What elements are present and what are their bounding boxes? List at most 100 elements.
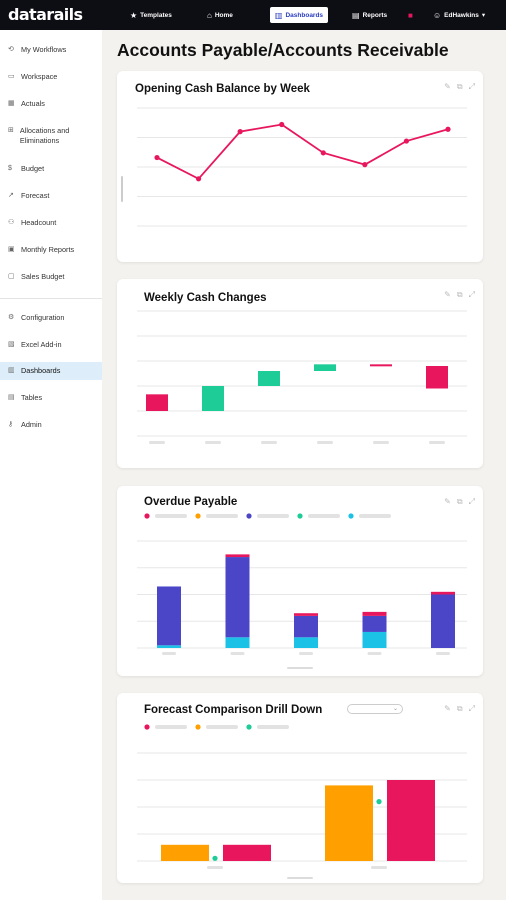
legend-label-placeholder (257, 514, 289, 518)
data-point (195, 176, 202, 182)
nav-reports[interactable]: ▤ Reports (352, 10, 388, 20)
legend-marker (144, 513, 150, 519)
sidebar-item-monthly-reports[interactable]: ▣ Monthly Reports (8, 245, 75, 254)
edit-icon[interactable]: ✎ (444, 82, 451, 91)
sidebar-item-sales-budget[interactable]: ▢ Sales Budget (8, 272, 65, 281)
stacked-bar-chart (137, 513, 467, 669)
stacked-bar-segment (225, 557, 250, 638)
bar-chart-icon: ▥ (274, 10, 283, 20)
copy-icon[interactable]: ⧉ (456, 497, 463, 506)
data-point (154, 154, 160, 161)
sidebar-item-actuals[interactable]: ▦ Actuals (8, 99, 45, 108)
stacked-bar-segment (157, 586, 181, 646)
chart-card-opening-cash: Opening Cash Balance by Week ✎ ⧉ ⤢ (117, 71, 483, 262)
bar (325, 785, 373, 861)
edit-icon[interactable]: ✎ (444, 290, 451, 299)
page-title: Accounts Payable/Accounts Receivable (117, 40, 449, 60)
edit-icon[interactable]: ✎ (444, 704, 451, 713)
x-tick-placeholder (162, 652, 176, 655)
x-tick-placeholder (205, 441, 221, 444)
nav-home[interactable]: ⌂ Home (207, 10, 233, 20)
stacked-bar-segment (294, 637, 318, 648)
copy-icon[interactable]: ⧉ (456, 704, 463, 713)
stacked-bar-segment (431, 594, 455, 648)
legend-label-placeholder (308, 514, 340, 518)
sidebar-item-forecast[interactable]: ↗ Forecast (8, 191, 50, 200)
data-point (445, 126, 451, 132)
x-tick-placeholder (261, 441, 277, 444)
user-menu[interactable]: ☺ EdHawkins ▾ (433, 10, 486, 20)
grouped-bar-chart (137, 724, 467, 879)
legend-marker (195, 724, 201, 730)
expand-icon[interactable]: ⤢ (468, 704, 475, 713)
copy-icon[interactable]: ⧉ (456, 82, 463, 91)
legend-label-placeholder (206, 514, 238, 518)
x-tick-placeholder (299, 652, 313, 655)
sidebar-item-headcount[interactable]: ⚇ Headcount (8, 218, 57, 227)
waterfall-bar (314, 364, 336, 371)
workflow-icon: ⟲ (8, 46, 14, 53)
sidebar-item-admin[interactable]: ⚷ Admin (8, 420, 42, 429)
star-icon: ★ (130, 10, 138, 20)
data-point (320, 150, 326, 156)
expand-icon[interactable]: ⤢ (468, 497, 475, 506)
edit-icon[interactable]: ✎ (444, 497, 451, 506)
calendar-icon: ▣ (8, 246, 15, 253)
sidebar-item-configuration[interactable]: ⚙ Configuration (8, 313, 65, 322)
legend-label-placeholder (155, 514, 187, 518)
chart-card-overdue-payable: Overdue Payable ✎ ⧉ ⤢ (117, 486, 483, 676)
stacked-bar-segment (294, 615, 318, 638)
sidebar-item-tables[interactable]: ▤ Tables (8, 393, 43, 402)
table-icon: ▤ (8, 394, 15, 401)
chevron-down-icon: ▾ (481, 12, 486, 19)
chart-title: Forecast Comparison Drill Down (144, 704, 323, 716)
budget-icon: $ (8, 165, 12, 172)
expand-icon[interactable]: ⤢ (468, 290, 475, 299)
sidebar-item-workspace[interactable]: ▭ Workspace (8, 72, 58, 81)
x-tick-placeholder (373, 441, 389, 444)
x-tick-placeholder (207, 866, 223, 869)
sidebar-item-excel-addin[interactable]: ▧ Excel Add-in (8, 340, 62, 349)
expand-icon[interactable]: ⤢ (468, 82, 475, 91)
sidebar-item-dashboards[interactable]: ▥ Dashboards (0, 362, 102, 380)
sidebar-item-budget[interactable]: $ Budget (8, 164, 45, 173)
waterfall-bar (370, 364, 392, 367)
legend-label-placeholder (257, 725, 289, 729)
stacked-bar-segment (362, 615, 387, 632)
copy-icon[interactable]: ⧉ (456, 290, 463, 299)
scrollbar-placeholder (287, 667, 313, 669)
sidebar: ⟲ My Workflows ▭ Workspace ▦ Actuals ⊞ Alloc… (0, 30, 102, 900)
sidebar-item-allocations[interactable]: ⊞ Allocations and Eliminations (8, 126, 70, 145)
series-line (156, 123, 449, 180)
chart-title: Weekly Cash Changes (144, 292, 267, 304)
nav-dashboards[interactable]: ▥ Dashboards (270, 7, 328, 23)
legend-marker (195, 513, 201, 519)
bar (223, 844, 271, 861)
logo[interactable]: datarails (8, 5, 83, 24)
people-icon: ⚇ (8, 219, 15, 226)
gear-icon: ⚙ (8, 314, 15, 321)
data-point (403, 138, 410, 144)
scrollbar-placeholder (287, 877, 313, 879)
x-tick-placeholder (436, 652, 450, 655)
user-icon: ☺ (433, 10, 442, 20)
data-point (279, 121, 285, 128)
waterfall-bar (146, 394, 168, 411)
drilldown-select[interactable]: ⌄ (347, 704, 403, 714)
forecast-icon: ↗ (8, 192, 14, 199)
sidebar-item-my-workflows[interactable]: ⟲ My Workflows (8, 45, 67, 54)
x-tick-placeholder (367, 652, 382, 655)
chart-title: Opening Cash Balance by Week (135, 83, 310, 95)
x-tick-placeholder (371, 866, 387, 869)
scroll-handle[interactable] (121, 176, 123, 202)
notifications-button[interactable]: ■ (408, 7, 416, 23)
stacked-bar-segment (362, 611, 387, 616)
waterfall-chart (137, 310, 467, 444)
x-tick-placeholder (149, 441, 165, 444)
legend-marker (246, 513, 252, 519)
data-point (237, 129, 243, 135)
waterfall-bar (426, 366, 448, 389)
x-tick-placeholder (429, 441, 445, 444)
nav-templates[interactable]: ★ Templates (130, 10, 172, 20)
chevron-down-icon: ⌄ (392, 706, 398, 712)
